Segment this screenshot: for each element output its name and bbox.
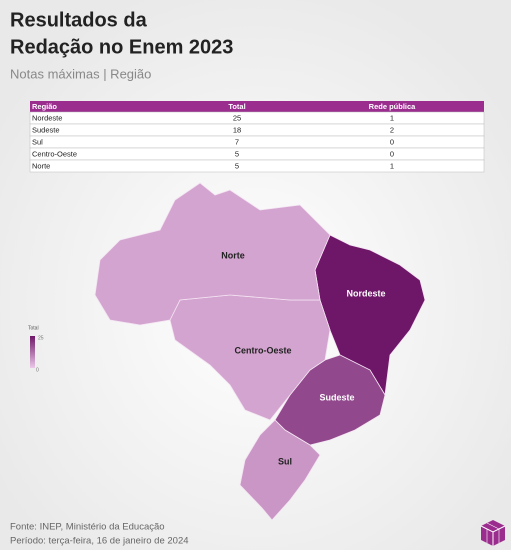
logo [480, 520, 506, 546]
table-cell: Sul [32, 137, 43, 146]
table-cell: 2 [390, 125, 394, 134]
table-cell: Centro-Oeste [32, 149, 77, 158]
table-cell: 1 [390, 113, 394, 122]
legend-min: 0 [36, 367, 39, 373]
table-header: Região [32, 102, 57, 111]
table-row-bg [29, 135, 485, 149]
subtitle: Notas máximas | Região [10, 66, 151, 81]
legend-max: 25 [38, 335, 44, 341]
table-row-bg [29, 111, 485, 125]
region-label: Sul [278, 456, 292, 466]
table-row-bg [29, 123, 485, 137]
region [239, 419, 321, 521]
region [94, 182, 331, 326]
table-cell: 5 [235, 149, 239, 158]
table-cell: Norte [32, 161, 50, 170]
footer-period: Período: terça-feira, 16 de janeiro de 2… [10, 536, 189, 547]
table-cell: Nordeste [32, 113, 62, 122]
footer-source: Fonte: INEP, Ministério da Educação [10, 522, 165, 533]
region-label: Norte [221, 250, 245, 260]
legend-bar [30, 336, 35, 368]
region-label: Nordeste [346, 288, 385, 298]
table-cell: 18 [233, 125, 241, 134]
map: Nordeste Sudeste Sul Centro-Oeste Norte [94, 182, 426, 521]
table-header-bg [30, 101, 484, 112]
region-label: Centro-Oeste [234, 345, 291, 355]
title: Redação no Enem 2023 [10, 36, 233, 58]
table-cell: Sudeste [32, 125, 60, 134]
table-cell: 0 [390, 149, 394, 158]
table-cell: 0 [390, 137, 394, 146]
table-header: Rede pública [369, 102, 417, 111]
table-cell: 25 [233, 113, 241, 122]
legend: Total 25 0 [28, 325, 44, 373]
region-label: Sudeste [319, 392, 354, 402]
table-cell: 5 [235, 161, 239, 170]
table-cell: 1 [390, 161, 394, 170]
legend-title: Total [28, 325, 39, 331]
title: Resultados da [10, 9, 148, 31]
table-row-bg [29, 159, 485, 173]
table-header: Total [228, 102, 245, 111]
table-row-bg [29, 147, 485, 161]
table-cell: 7 [235, 137, 239, 146]
